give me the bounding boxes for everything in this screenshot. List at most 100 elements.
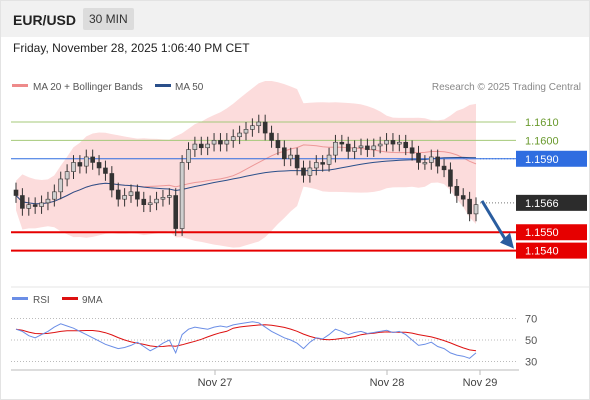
forecast-arrow (480, 200, 514, 249)
candle-body (371, 145, 377, 150)
rsi-ma-legend-label: 9MA (82, 295, 103, 306)
candle-body (96, 162, 102, 169)
candle-body (256, 121, 262, 127)
candle-body (467, 198, 472, 215)
level-lines (11, 121, 516, 252)
candle-body (250, 125, 255, 130)
candle-body (460, 195, 466, 200)
candle-body (358, 145, 364, 149)
candle-body (83, 156, 89, 167)
candle-body (397, 141, 402, 145)
ma50-legend-label: MA 50 (175, 82, 204, 93)
candle-body (365, 145, 370, 150)
candle-body (313, 162, 319, 169)
candle-body (141, 198, 147, 205)
candle-body (243, 129, 249, 134)
candle-body (307, 167, 313, 176)
candle-body (173, 195, 179, 229)
rsi-line (15, 321, 477, 359)
timeframe-button[interactable]: 30 MIN (83, 8, 134, 30)
candle-body (454, 186, 460, 196)
candle-body (352, 147, 357, 152)
level-label-1.1550: 1.1550 (525, 227, 559, 239)
level-tag-1.1540 (516, 242, 587, 259)
candle-body (186, 149, 191, 163)
level-tag-1.1550 (516, 224, 587, 241)
candle-body (320, 162, 325, 165)
candle-body (39, 202, 44, 207)
candle-body (45, 198, 51, 204)
candle-body (345, 143, 351, 152)
candle-body (390, 140, 396, 145)
candle-body (275, 140, 281, 149)
candle-body (230, 136, 236, 141)
rsi-tick-50: 50 (525, 335, 537, 347)
candle-body (58, 178, 64, 193)
candle-body (32, 204, 38, 207)
date-label: Friday, November 28, 2025 1:06:40 PM CET (13, 41, 250, 55)
level-label-1.1600: 1.1600 (525, 135, 559, 147)
level-label-1.1610: 1.1610 (525, 117, 559, 129)
candle-body (282, 147, 287, 160)
candle-body (90, 156, 95, 163)
candle-body (64, 171, 70, 180)
level-label-1.1540: 1.1540 (525, 246, 559, 258)
bollinger-band-area (16, 81, 476, 248)
x-tick-label-2: Nov 29 (463, 377, 498, 389)
candle-body (435, 156, 440, 167)
level-tag-1.1590 (516, 150, 587, 167)
candle-body (288, 154, 294, 160)
candle-body (205, 143, 210, 149)
source-credit: Research © 2025 Trading Central (432, 82, 581, 93)
candle-body (52, 191, 57, 200)
rsi-ma-legend-swatch (62, 297, 78, 300)
arrow-head (500, 232, 514, 249)
level-labels: 1.1610 1.1600 1.1590 1.1566 1.1550 1.1540 (516, 117, 587, 259)
candle-body (262, 121, 268, 134)
candle-body (160, 197, 166, 200)
candle-body (109, 173, 115, 191)
candle-body (211, 140, 217, 145)
candle-body (71, 162, 76, 172)
candle-body (192, 143, 198, 150)
rsi-tick-30: 30 (525, 357, 537, 369)
candle-body (377, 143, 383, 147)
header-bar: EUR/USD 30 MIN (1, 1, 589, 37)
x-tick-label-0: Nov 27 (198, 377, 233, 389)
candle-body (409, 147, 415, 154)
candle-body (115, 189, 121, 200)
candle-body (403, 141, 409, 149)
level-label-1.1566: 1.1566 (525, 198, 559, 210)
symbol-title: EUR/USD (13, 12, 77, 28)
candle-body (224, 140, 230, 145)
candle-body (77, 162, 83, 167)
ma20-legend-swatch (12, 84, 28, 87)
x-axis-ticks: Nov 27 Nov 28 Nov 29 (198, 370, 498, 389)
candles (13, 114, 479, 236)
candle-body (384, 140, 389, 145)
candle-body (422, 162, 428, 165)
candle-body (13, 189, 19, 196)
candle-body (167, 195, 172, 198)
candle-body (441, 165, 447, 171)
candle-body (416, 152, 421, 163)
candle-body (179, 162, 185, 229)
x-tick-label-1: Nov 28 (370, 377, 405, 389)
candle-body (326, 154, 332, 165)
candle-body (147, 202, 153, 205)
candle-body (269, 132, 274, 141)
rsi-panel: 70 50 30 (11, 313, 537, 369)
candle-body (20, 195, 25, 209)
candle-body (301, 167, 306, 176)
arrow-shaft (480, 200, 508, 242)
candle-body (448, 169, 453, 187)
candle-body (26, 204, 32, 209)
level-tag-1.1566 (516, 194, 587, 211)
candle-body (135, 191, 140, 200)
candle-body (237, 132, 242, 138)
ma50-legend-swatch (155, 84, 171, 87)
candle-body (154, 198, 159, 204)
candle-body (339, 141, 345, 145)
candle-body (428, 156, 434, 163)
